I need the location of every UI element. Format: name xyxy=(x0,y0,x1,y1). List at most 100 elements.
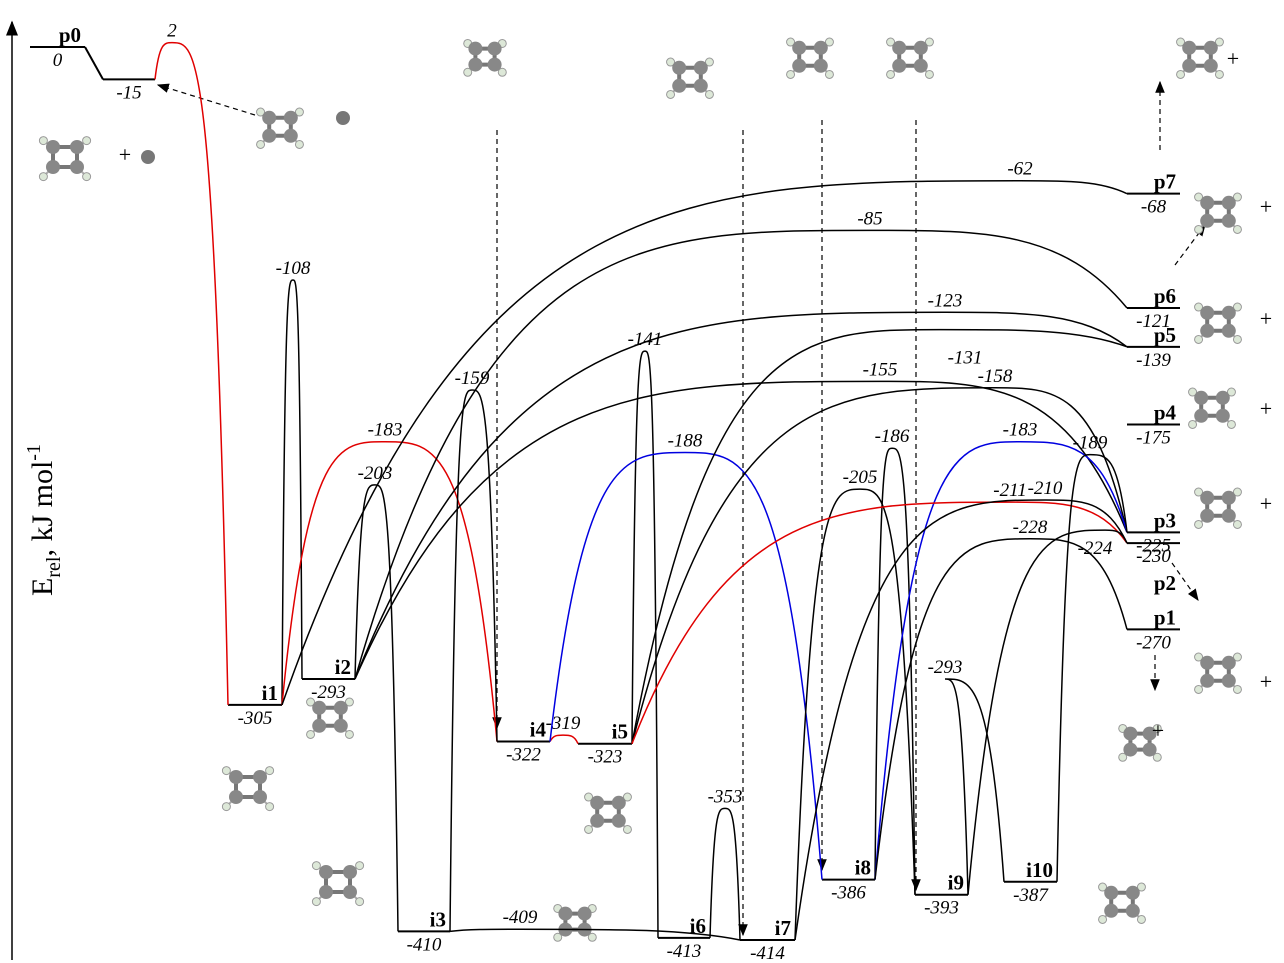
level-connector xyxy=(85,47,103,79)
c-atom xyxy=(319,865,333,879)
h-atom xyxy=(705,90,713,98)
c-atom xyxy=(319,885,333,899)
c-atom xyxy=(1104,886,1118,900)
plus-sign: + xyxy=(1260,491,1272,516)
h-atom xyxy=(887,70,895,78)
level-name: p4 xyxy=(1154,400,1177,424)
level-energy: -139 xyxy=(1136,350,1171,371)
c-atom xyxy=(312,719,326,733)
c-atom xyxy=(343,865,357,879)
c-atom xyxy=(814,41,828,55)
h-atom xyxy=(312,862,320,870)
h-atom xyxy=(83,137,91,145)
h-atom xyxy=(266,803,274,811)
level-energy: -413 xyxy=(667,941,702,962)
ts-energy: -108 xyxy=(276,258,311,279)
c-atom xyxy=(343,885,357,899)
c-atom xyxy=(262,129,276,143)
ts-energy: -409 xyxy=(503,907,538,928)
c-atom xyxy=(672,61,686,75)
reaction-path xyxy=(550,735,578,744)
level-energy: -386 xyxy=(831,883,866,904)
level-name: i7 xyxy=(775,916,791,940)
h-atom xyxy=(623,825,631,833)
h-atom xyxy=(356,898,364,906)
c-atom xyxy=(1200,324,1214,338)
plus-sign: + xyxy=(1260,306,1272,331)
c-atom xyxy=(892,59,906,73)
reaction-path xyxy=(355,230,1127,679)
level-energy: -414 xyxy=(750,943,785,963)
plus-sign: + xyxy=(1260,396,1272,421)
c-atom xyxy=(1222,491,1236,505)
ts-energy: -62 xyxy=(1007,159,1033,180)
level-energy: -322 xyxy=(506,745,541,766)
level-energy: -410 xyxy=(407,934,442,955)
level-name: p2 xyxy=(1154,571,1176,595)
h-atom xyxy=(266,767,274,775)
plus-sign: + xyxy=(1260,669,1272,694)
level-name: i9 xyxy=(948,871,964,895)
level-energy: -225 xyxy=(1136,535,1171,556)
h-atom xyxy=(667,90,675,98)
ts-energy: -205 xyxy=(843,467,878,488)
c-atom xyxy=(1200,491,1214,505)
c-atom xyxy=(1222,196,1236,210)
c-atom xyxy=(468,42,482,56)
level-energy: -387 xyxy=(1013,885,1049,906)
h-atom xyxy=(312,898,320,906)
ts-energy: -353 xyxy=(708,786,743,807)
c-atom xyxy=(578,907,592,921)
h-atom xyxy=(1227,420,1235,428)
level-name: i1 xyxy=(262,681,278,705)
h-atom xyxy=(83,173,91,181)
level-energy: -323 xyxy=(588,747,623,768)
h-atom xyxy=(787,70,795,78)
ts-energy: -123 xyxy=(928,290,963,311)
c-atom xyxy=(1222,214,1236,228)
h-atom xyxy=(1215,70,1223,78)
reaction-path xyxy=(282,280,302,705)
c-atom xyxy=(488,42,502,56)
c-atom xyxy=(1204,59,1218,73)
level-energy: -175 xyxy=(1136,427,1171,448)
c-atom xyxy=(262,111,276,125)
h-atom xyxy=(1195,520,1203,528)
ts-energy: -188 xyxy=(668,431,703,452)
c-atom xyxy=(914,41,928,55)
ts-energy: -186 xyxy=(875,426,910,447)
h-atom xyxy=(825,70,833,78)
c-atom xyxy=(612,796,626,810)
c-atom xyxy=(590,814,604,828)
h-atom xyxy=(356,862,364,870)
c-atom xyxy=(1216,391,1230,405)
atom xyxy=(336,111,350,125)
c-atom xyxy=(1200,196,1214,210)
h-atom xyxy=(1233,685,1241,693)
c-atom xyxy=(892,41,906,55)
c-atom xyxy=(1222,306,1236,320)
h-atom xyxy=(307,730,315,738)
level-name: p7 xyxy=(1154,170,1176,194)
ts-energy: -183 xyxy=(1003,420,1038,441)
c-atom xyxy=(1143,743,1157,757)
ts-energy: -159 xyxy=(455,368,490,389)
h-atom xyxy=(585,825,593,833)
energy-diagram: Erel, kJ mol-1 p00-15i1-305i2-293i3-410i… xyxy=(0,0,1284,963)
level-name: p6 xyxy=(1154,284,1176,308)
ts-energy: -211 xyxy=(993,480,1026,501)
ts-energy: -189 xyxy=(1073,433,1108,454)
c-atom xyxy=(1182,59,1196,73)
level-energy: -305 xyxy=(238,708,273,729)
h-atom xyxy=(222,767,230,775)
level-energy: -68 xyxy=(1141,197,1167,218)
ts-energy: -228 xyxy=(1013,517,1048,538)
c-atom xyxy=(792,59,806,73)
c-atom xyxy=(590,796,604,810)
reaction-path xyxy=(945,679,1004,895)
plus-sign: + xyxy=(119,142,131,167)
c-atom xyxy=(1194,391,1208,405)
ts-energy: 2 xyxy=(167,21,177,42)
level-energy: 0 xyxy=(53,50,63,71)
level-name: i5 xyxy=(612,720,628,744)
